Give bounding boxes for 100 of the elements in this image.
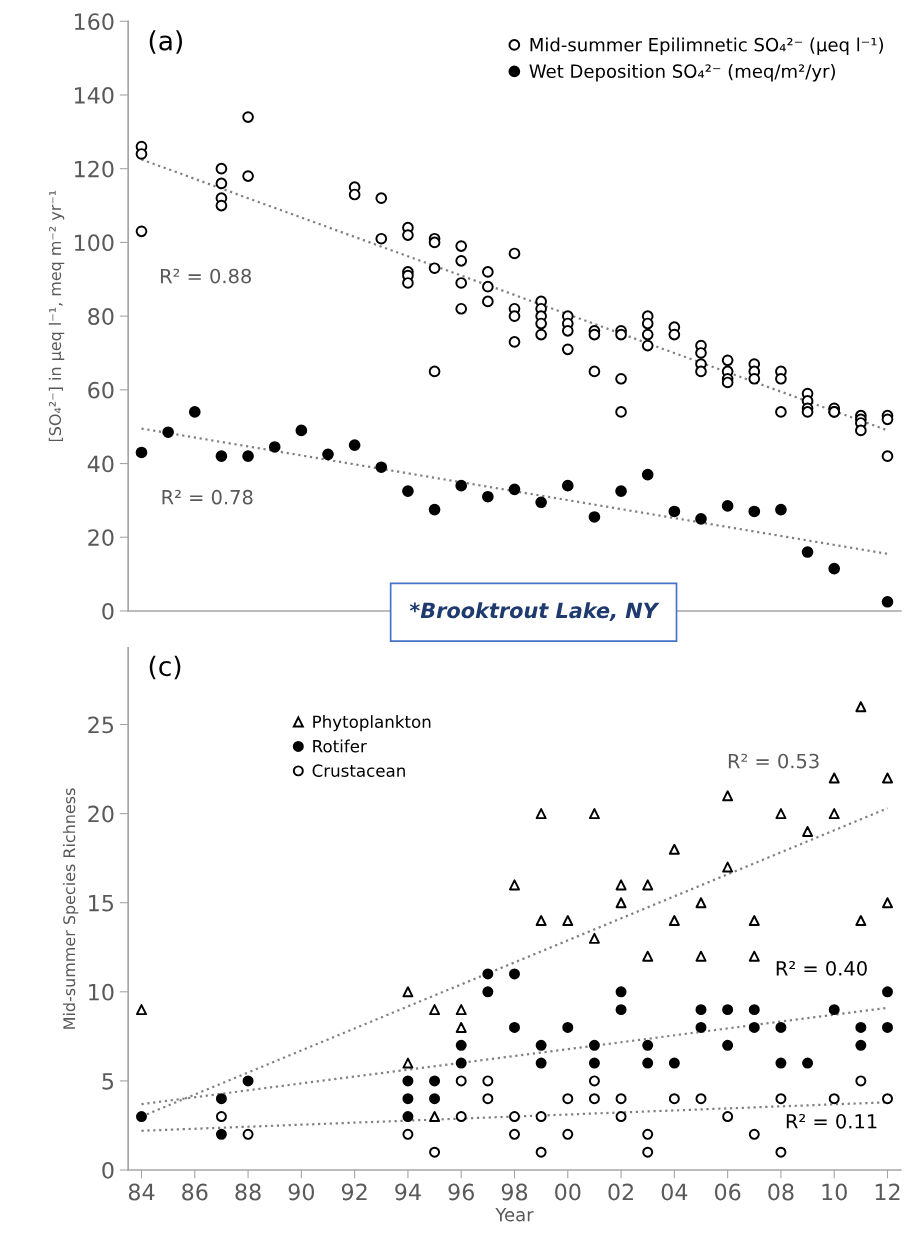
point	[695, 1004, 707, 1016]
point	[668, 1057, 680, 1069]
y-tick-label: 60	[88, 381, 114, 399]
chart-title: (a)	[149, 30, 182, 54]
point	[722, 790, 734, 802]
point	[748, 950, 760, 962]
x-tick-label: 00	[555, 1183, 581, 1201]
point	[508, 483, 521, 496]
point	[482, 968, 494, 980]
point	[535, 915, 547, 927]
chart-title: (c)	[149, 655, 181, 680]
point	[215, 1093, 227, 1105]
point	[748, 1128, 760, 1140]
x-tick-label: 08	[768, 1183, 794, 1201]
annotation: R² = 0.88	[160, 268, 251, 284]
legend-label: Phytoplankton	[313, 715, 431, 732]
legend-label: Crustacean	[312, 764, 405, 777]
point	[882, 1093, 893, 1105]
x-tick-label: 98	[501, 1183, 528, 1201]
point	[215, 1111, 227, 1123]
point	[162, 426, 174, 439]
y-axis-title: [SO₄²⁻] in μeq l⁻¹, meq m⁻² yr⁻¹	[48, 190, 65, 442]
point	[588, 511, 601, 523]
point	[215, 1128, 227, 1140]
point	[615, 1111, 627, 1123]
point	[535, 808, 547, 820]
point	[642, 950, 654, 962]
point	[535, 1146, 547, 1158]
point	[668, 505, 681, 518]
y-tick-label: 20	[88, 529, 114, 547]
point	[429, 1111, 441, 1123]
point	[455, 1004, 467, 1016]
point	[402, 485, 414, 498]
point	[615, 897, 627, 909]
y-axis-title: Mid-summer Species Richness	[62, 788, 79, 1029]
legend-label: Rotifer	[313, 739, 367, 753]
point	[828, 808, 840, 820]
point	[242, 1075, 254, 1087]
point	[802, 1057, 814, 1069]
annotation: R² = 0.40	[776, 960, 867, 976]
point	[615, 879, 627, 891]
point	[588, 1039, 600, 1051]
point	[642, 879, 654, 891]
point	[429, 1004, 441, 1016]
point	[695, 1021, 707, 1033]
point	[882, 897, 893, 909]
point	[642, 1128, 654, 1140]
x-tick-label: 12	[875, 1183, 900, 1201]
point	[615, 485, 627, 498]
point	[535, 1057, 547, 1069]
point	[642, 1057, 654, 1069]
point	[668, 915, 680, 927]
y-tick-label: 100	[75, 234, 114, 252]
x-tick-label: 96	[448, 1183, 474, 1201]
point	[562, 915, 574, 927]
y-tick-label: 10	[89, 983, 114, 1001]
x-tick-label: 10	[822, 1183, 847, 1201]
point	[136, 1111, 147, 1123]
point	[828, 772, 840, 784]
point	[588, 808, 600, 820]
annotation: R² = 0.11	[786, 1113, 877, 1129]
point	[615, 1093, 627, 1105]
legend-label: Mid-summer Epilimnetic SO₄²⁻ (μeq l⁻¹)	[530, 37, 884, 56]
x-tick-label: 06	[714, 1183, 741, 1201]
x-tick-label: 94	[395, 1183, 421, 1201]
x-tick-label: 04	[661, 1183, 688, 1201]
point	[588, 1093, 600, 1105]
point	[828, 1004, 840, 1016]
point	[242, 450, 254, 463]
point	[775, 808, 787, 820]
point	[562, 1021, 574, 1033]
x-tick-label: 92	[341, 1183, 367, 1201]
point	[348, 439, 361, 451]
y-tick-label: 40	[87, 455, 114, 473]
point	[455, 1075, 467, 1087]
point	[775, 1021, 787, 1033]
point	[748, 915, 760, 927]
point	[722, 1004, 734, 1016]
x-tick-label: 90	[288, 1183, 315, 1201]
point	[429, 1146, 441, 1158]
point	[855, 1075, 867, 1087]
point	[748, 1021, 760, 1033]
point	[429, 1075, 441, 1087]
point	[509, 968, 520, 980]
point	[828, 1093, 840, 1105]
point	[402, 1093, 414, 1105]
point	[375, 461, 388, 474]
point	[695, 1093, 707, 1105]
point	[775, 1057, 787, 1069]
point	[881, 595, 894, 608]
legend-label: Wet Deposition SO₄²⁻ (meq/m²/yr)	[529, 64, 835, 82]
point	[322, 448, 334, 461]
point	[748, 1004, 760, 1016]
x-axis-title: Year	[495, 1208, 534, 1222]
point	[775, 1146, 787, 1158]
point	[588, 1075, 600, 1087]
point	[562, 1128, 574, 1140]
y-tick-label: 0	[102, 602, 114, 620]
point	[535, 1039, 547, 1051]
point	[455, 479, 468, 492]
